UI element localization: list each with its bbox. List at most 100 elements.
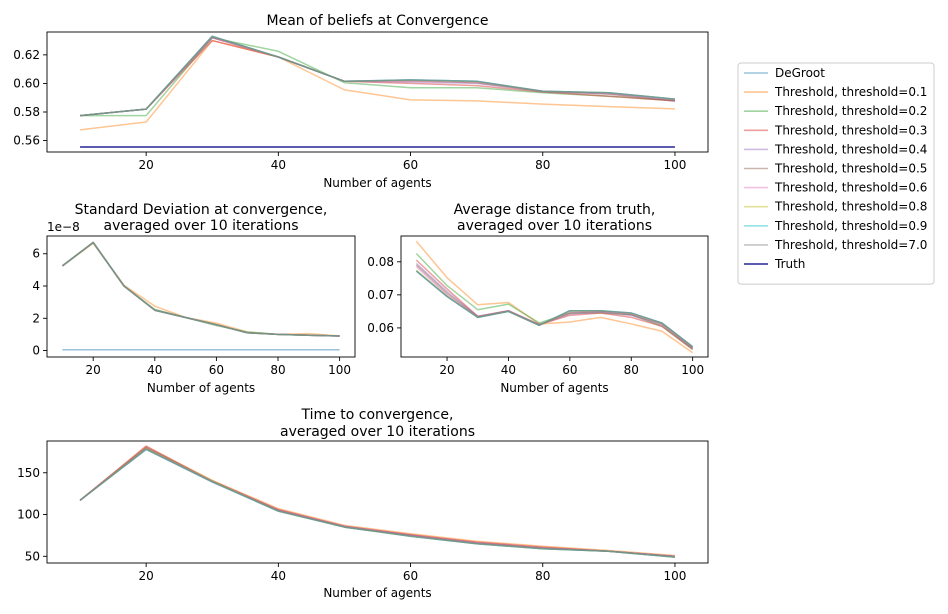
x-tick-label: 100 [663, 569, 686, 583]
series-line-degroot [415, 270, 694, 348]
x-tick-label: 100 [663, 158, 686, 172]
axes-frame [400, 235, 709, 358]
series-line-threshold-threshold-0-3 [79, 39, 676, 117]
legend-entry-threshold-threshold-0-9: Threshold, threshold=0.9 [744, 219, 927, 233]
y-tick-label: 0.08 [367, 255, 394, 269]
x-tick-label: 80 [270, 363, 285, 377]
series-lines [79, 445, 676, 558]
x-tick-label: 20 [139, 158, 154, 172]
x-tick-label: 60 [403, 158, 418, 172]
series-line-threshold-threshold-0-3 [79, 445, 676, 558]
series-line-threshold-threshold-0-1 [415, 240, 694, 354]
series-line-threshold-threshold-0-4 [79, 36, 676, 117]
chart-title-line: averaged over 10 iterations [103, 218, 298, 234]
legend-entry-threshold-threshold-0-6: Threshold, threshold=0.6 [744, 181, 927, 195]
series-line-threshold-threshold-0-1 [79, 446, 676, 557]
series-line-threshold-threshold-0-2 [80, 36, 675, 117]
x-tick-label: 20 [86, 363, 101, 377]
y-tick-label: 0.06 [367, 321, 394, 335]
legend-entry-truth: Truth [744, 257, 805, 271]
legend-entry-threshold-threshold-0-1: Threshold, threshold=0.1 [744, 85, 927, 99]
x-tick-label: 20 [139, 569, 154, 583]
subplot-avg-distance: Average distance from truth,averaged ove… [367, 202, 709, 395]
subplot-mean-beliefs: Mean of beliefs at Convergence 20 40 60 80 10… [13, 13, 709, 190]
axes-frame [46, 31, 709, 153]
axes-frame [46, 440, 709, 564]
chart-title-line: averaged over 10 iterations [457, 218, 652, 234]
y-tick-label: 50 [25, 549, 40, 563]
series-lines [61, 241, 340, 351]
legend-label: Threshold, threshold=0.8 [774, 200, 927, 214]
series-line-threshold-threshold-0-2 [79, 447, 676, 558]
series-lines [415, 240, 694, 354]
y-tick-label: 6 [32, 247, 40, 261]
legend-label: Threshold, threshold=0.1 [774, 85, 927, 99]
x-tick-label: 40 [147, 363, 162, 377]
legend: DeGroot Threshold, threshold=0.1 Threshold… [737, 62, 935, 285]
series-line-threshold-threshold-7-0 [79, 35, 676, 117]
series-line-threshold-threshold-0-6 [61, 241, 340, 337]
chart-title-line: Mean of beliefs at Convergence [267, 13, 489, 29]
x-tick-label: 80 [535, 569, 550, 583]
y-tick-label: 0.58 [13, 105, 40, 119]
x-tick-label: 60 [562, 363, 577, 377]
series-line-threshold-threshold-7-0 [79, 448, 676, 558]
legend-label: Threshold, threshold=0.4 [774, 142, 927, 156]
series-line-threshold-threshold-0-6 [415, 266, 694, 349]
legend-entry-threshold-threshold-0-2: Threshold, threshold=0.2 [744, 104, 927, 118]
series-line-threshold-threshold-0-8 [61, 241, 340, 337]
x-tick-label: 100 [681, 363, 704, 377]
series-line-threshold-threshold-0-1 [79, 39, 675, 131]
x-tick-label: 40 [501, 363, 516, 377]
y-tick-label: 0 [32, 344, 40, 358]
series-line-threshold-threshold-0-3 [415, 259, 694, 350]
legend-entry-threshold-threshold-0-5: Threshold, threshold=0.5 [744, 162, 927, 176]
legend-entry-threshold-threshold-0-4: Threshold, threshold=0.4 [744, 142, 927, 156]
series-line-threshold-threshold-0-3 [61, 241, 340, 337]
legend-entry-degroot: DeGroot [744, 66, 825, 80]
legend-label: Threshold, threshold=0.6 [774, 181, 927, 195]
legend-entry-threshold-threshold-0-8: Threshold, threshold=0.8 [744, 200, 927, 214]
legend-label: DeGroot [775, 66, 825, 80]
x-axis-label: Number of agents [323, 176, 431, 190]
y-tick-label: 4 [32, 279, 40, 293]
y-offset-label: 1e−8 [47, 220, 80, 234]
y-tick-label: 2 [32, 311, 40, 325]
series-line-threshold-threshold-0-2 [61, 241, 340, 337]
series-line-threshold-threshold-0-4 [61, 241, 340, 337]
legend-label: Threshold, threshold=0.2 [774, 104, 927, 118]
x-axis-label: Number of agents [500, 381, 608, 395]
x-tick-label: 60 [209, 363, 224, 377]
x-tick-label: 40 [271, 569, 286, 583]
series-line-threshold-threshold-0-9 [79, 448, 676, 558]
chart-title-line: Standard Deviation at convergence, [75, 202, 328, 218]
series-line-threshold-threshold-0-5 [79, 36, 676, 117]
legend-label: Threshold, threshold=0.9 [774, 219, 927, 233]
series-line-degroot [79, 35, 676, 117]
series-line-threshold-threshold-0-9 [79, 35, 676, 117]
axes-frame [46, 235, 356, 358]
y-tick-label: 0.62 [13, 48, 40, 62]
subplot-time-conv: Time to convergence,averaged over 10 ite… [17, 407, 709, 600]
series-line-threshold-threshold-0-9 [61, 241, 340, 337]
series-line-threshold-threshold-7-0 [415, 270, 694, 348]
chart-title-line: Average distance from truth, [454, 202, 656, 218]
series-line-degroot [79, 448, 676, 558]
chart-title-line: Time to convergence, [301, 407, 454, 423]
series-line-threshold-threshold-0-9 [415, 270, 694, 348]
subplot-std-dev: Standard Deviation at convergence,averag… [32, 202, 356, 395]
series-line-threshold-threshold-0-1 [61, 242, 340, 337]
y-tick-label: 0.07 [367, 288, 394, 302]
x-tick-label: 100 [328, 363, 351, 377]
x-tick-label: 20 [439, 363, 454, 377]
x-tick-label: 40 [271, 158, 286, 172]
x-tick-label: 80 [624, 363, 639, 377]
series-line-threshold-threshold-0-5 [61, 241, 340, 337]
series-line-threshold-threshold-0-8 [79, 447, 676, 558]
y-tick-label: 0.56 [13, 134, 40, 148]
legend-entry-threshold-threshold-0-3: Threshold, threshold=0.3 [744, 123, 927, 137]
x-axis-label: Number of agents [323, 586, 431, 600]
series-lines [79, 35, 676, 148]
